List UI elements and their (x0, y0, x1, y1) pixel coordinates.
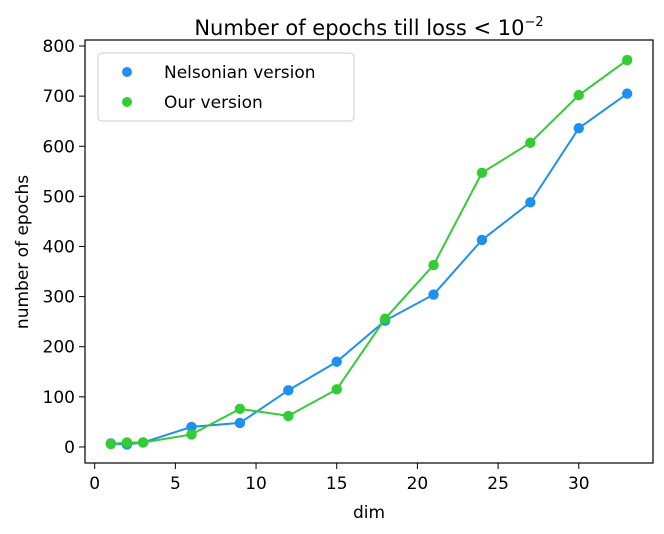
series-1-point (573, 89, 584, 101)
series-0-point (234, 417, 246, 429)
y-tick-label: 400 (43, 237, 75, 257)
series-0-point (186, 421, 197, 433)
y-tick-label: 700 (43, 87, 75, 107)
series-1-point (621, 54, 633, 66)
x-tick-label: 25 (487, 474, 509, 494)
series-0-point (428, 289, 439, 300)
x-axis-label: dim (353, 503, 385, 523)
series-0-point (283, 385, 294, 396)
y-tick-label: 600 (43, 137, 75, 157)
series-1-point (525, 137, 536, 148)
series-1-point (379, 313, 391, 324)
series-line-0 (110, 92, 628, 446)
legend: Nelsonian version Our version (97, 52, 355, 122)
y-axis-label: number of epochs (13, 175, 33, 329)
chart-title-superscript: −2 (525, 15, 544, 30)
chart-title-text: Number of epochs till loss < 10 (194, 16, 524, 40)
series-0-point (476, 234, 488, 246)
series-0-point (573, 123, 584, 134)
series-1-point (186, 429, 197, 440)
series-1-point (283, 410, 294, 422)
x-tick-label: 20 (407, 474, 429, 494)
axes-frame (84, 39, 654, 464)
series-1-point (137, 437, 149, 448)
y-tick-label: 0 (64, 438, 75, 458)
y-tick-label: 800 (43, 37, 75, 57)
legend-box (97, 52, 355, 122)
series-1-point (428, 259, 439, 271)
y-tick-label: 100 (43, 388, 75, 408)
series-1-point (476, 167, 488, 179)
series-1-point (121, 437, 133, 448)
x-tick-label: 30 (568, 474, 590, 494)
x-tick-label: 5 (170, 474, 181, 494)
x-tick-label: 0 (89, 474, 100, 494)
legend-label-nelsonian: Nelsonian version (164, 63, 316, 83)
series-0-point (621, 88, 633, 99)
x-tick-label: 15 (326, 474, 348, 494)
legend-marker-nelsonian (122, 67, 132, 77)
series-1-point (331, 384, 342, 395)
y-tick-label: 200 (43, 338, 75, 358)
legend-label-our: Our version (164, 93, 263, 113)
series-1-point (105, 438, 117, 450)
legend-marker-our (122, 97, 132, 107)
y-tick-label: 500 (43, 187, 75, 207)
series-0-point (525, 197, 536, 208)
series-1-point (234, 403, 246, 415)
plot-area (105, 54, 633, 450)
series-0-point (331, 356, 342, 367)
x-tick-label: 10 (245, 474, 267, 494)
chart-title: Number of epochs till loss < 10−2 (194, 15, 543, 40)
y-tick-label: 300 (43, 288, 75, 308)
